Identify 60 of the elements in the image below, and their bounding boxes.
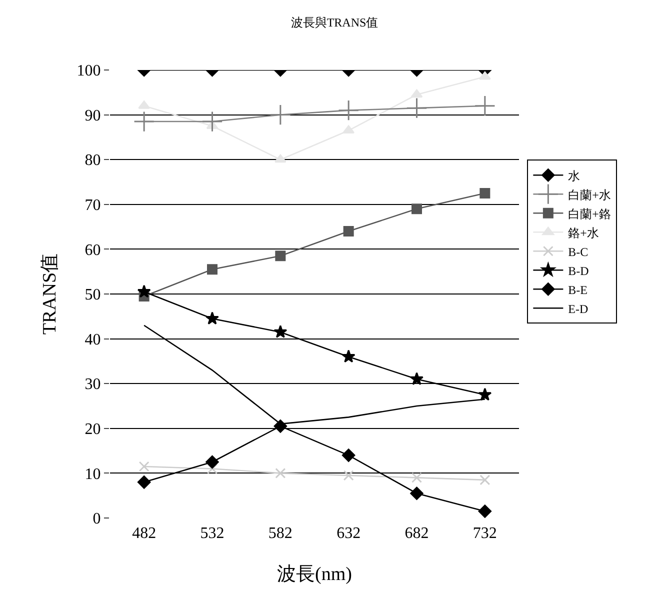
y-tick-label: 30 bbox=[84, 376, 101, 394]
y-tick-label: 0 bbox=[92, 510, 101, 528]
legend-label: B-E bbox=[568, 282, 588, 297]
point bbox=[275, 468, 286, 478]
point bbox=[343, 226, 354, 237]
point bbox=[478, 504, 492, 518]
point bbox=[137, 476, 151, 489]
point bbox=[406, 98, 428, 119]
point bbox=[274, 325, 288, 338]
legend-label: 白蘭+鉻 bbox=[568, 206, 611, 221]
legend-label: 白蘭+水 bbox=[568, 188, 611, 202]
point bbox=[137, 284, 151, 298]
x-tick-label: 532 bbox=[200, 525, 224, 542]
point bbox=[207, 264, 218, 275]
x-tick-label: 582 bbox=[268, 525, 292, 542]
point bbox=[410, 372, 424, 385]
point bbox=[270, 104, 291, 126]
y-tick-label: 100 bbox=[76, 62, 101, 80]
point bbox=[202, 110, 223, 132]
point bbox=[412, 204, 422, 214]
point bbox=[274, 420, 288, 433]
x-tick-label: 682 bbox=[404, 525, 429, 542]
point bbox=[478, 388, 492, 401]
x-axis-title: 波長(nm) bbox=[277, 564, 352, 585]
legend-label: B-D bbox=[568, 264, 590, 278]
point bbox=[206, 312, 219, 324]
y-tick-label: 10 bbox=[84, 466, 101, 483]
point bbox=[480, 474, 490, 486]
point bbox=[410, 486, 424, 500]
point bbox=[343, 470, 354, 481]
legend-label: 水 bbox=[568, 168, 580, 183]
y-tick-label: 50 bbox=[84, 286, 101, 304]
point bbox=[134, 110, 155, 132]
point bbox=[274, 154, 286, 163]
point bbox=[207, 463, 218, 474]
y-tick-label: 90 bbox=[84, 107, 101, 124]
point bbox=[342, 448, 356, 462]
point bbox=[275, 250, 286, 262]
point bbox=[478, 71, 491, 80]
point bbox=[412, 472, 422, 483]
y-tick-label: 40 bbox=[84, 331, 101, 348]
legend-label: B-C bbox=[568, 244, 588, 259]
point bbox=[342, 350, 356, 363]
x-tick-label: 482 bbox=[132, 525, 156, 542]
point bbox=[206, 455, 219, 469]
y-tick-label: 20 bbox=[84, 421, 101, 438]
point bbox=[410, 89, 423, 98]
legend-label: 鉻+水 bbox=[568, 226, 599, 240]
y-tick-label: 60 bbox=[84, 242, 101, 259]
point bbox=[474, 95, 496, 116]
x-tick-label: 732 bbox=[472, 525, 497, 542]
legend-label: E-D bbox=[568, 302, 589, 316]
chart-title: 波長與TRANS值 bbox=[290, 16, 378, 30]
point bbox=[138, 461, 150, 472]
point bbox=[338, 100, 360, 121]
y-axis-title: TRANS值 bbox=[40, 253, 61, 335]
point bbox=[480, 188, 490, 198]
x-tick-label: 632 bbox=[336, 525, 361, 542]
y-tick-label: 70 bbox=[84, 197, 101, 214]
y-tick-label: 80 bbox=[84, 152, 101, 170]
